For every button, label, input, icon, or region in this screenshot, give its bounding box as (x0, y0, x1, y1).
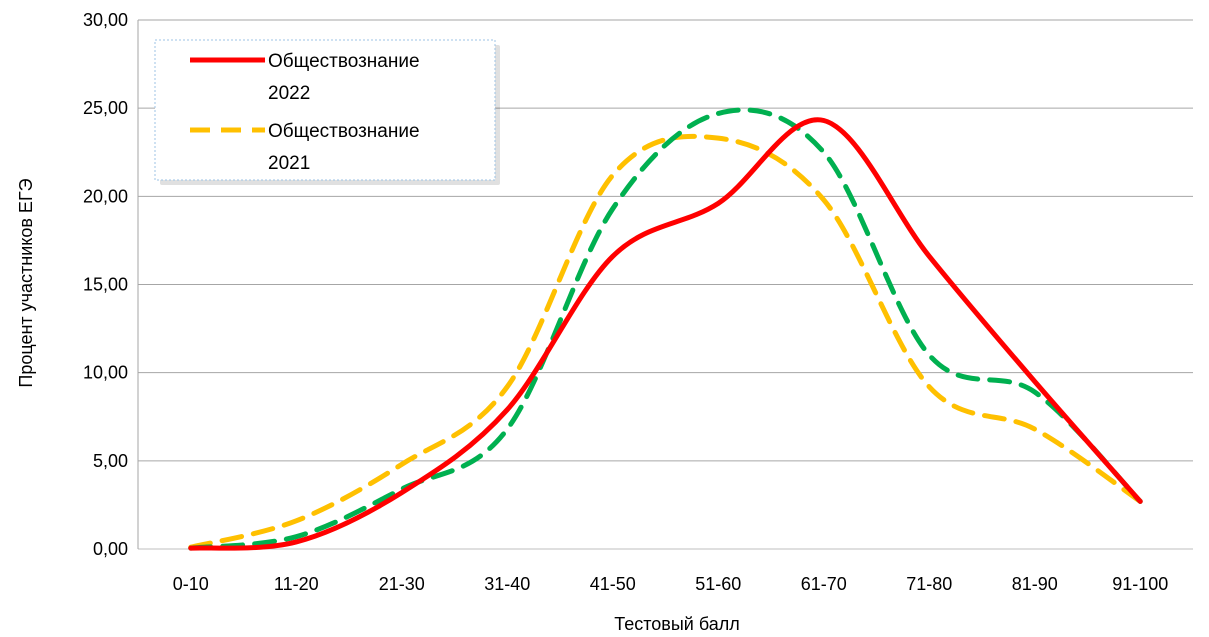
y-tick-label: 20,00 (83, 186, 128, 206)
y-tick-label: 5,00 (93, 451, 128, 471)
x-tick-label: 81-90 (1012, 574, 1058, 594)
legend: Обществознание 2022 Обществознание 2021 (154, 39, 500, 185)
y-tick-label: 25,00 (83, 98, 128, 118)
x-axis-title: Тестовый балл (614, 614, 740, 634)
x-tick-label: 21-30 (379, 574, 425, 594)
x-tick-label: 11-20 (274, 574, 319, 594)
x-tick-label: 51-60 (695, 574, 741, 594)
x-tick-label: 41-50 (590, 574, 636, 594)
x-tick-label: 71-80 (906, 574, 952, 594)
x-tick-labels: 0-10 11-20 21-30 31-40 41-50 51-60 61-70 71-80 8… (173, 574, 1169, 594)
legend-label-2021: Обществознание 2021 (268, 121, 425, 174)
x-tick-label: 61-70 (801, 574, 847, 594)
legend-label-2022: Обществознание 2022 (268, 51, 425, 104)
series-line-0 (188, 117, 1143, 551)
x-tick-label: 91-100 (1112, 574, 1168, 594)
y-axis-title: Процент участников ЕГЭ (16, 178, 36, 387)
x-tick-label: 31-40 (484, 574, 530, 594)
y-tick-label: 10,00 (83, 363, 128, 383)
y-tick-label: 15,00 (83, 275, 128, 295)
x-tick-label: 0-10 (173, 574, 209, 594)
legend-box (154, 39, 496, 181)
series-line-1 (188, 133, 1143, 550)
series-lines (188, 107, 1143, 551)
y-tick-label: 30,00 (83, 10, 128, 30)
series-line-2 (188, 107, 1143, 551)
y-tick-labels: 0,00 5,00 10,00 15,00 20,00 25,00 30,00 (83, 10, 128, 559)
y-tick-label: 0,00 (93, 539, 128, 559)
